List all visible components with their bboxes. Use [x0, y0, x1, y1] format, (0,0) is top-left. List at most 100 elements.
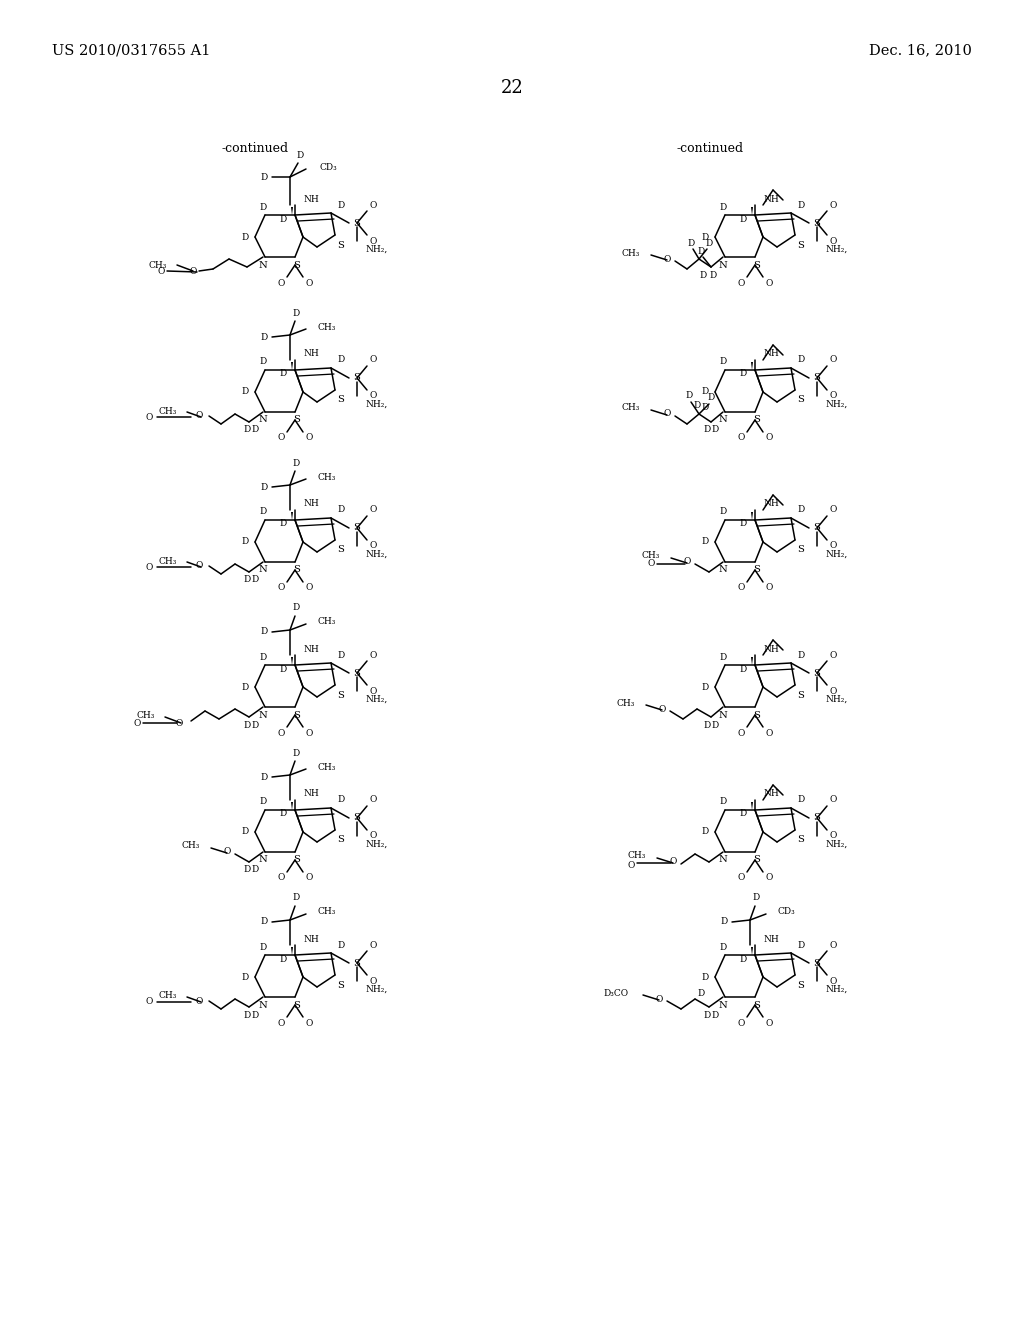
Text: D: D [710, 271, 717, 280]
Text: D: D [293, 458, 300, 467]
Text: O: O [370, 236, 377, 246]
Text: D: D [703, 721, 711, 730]
Text: D: D [701, 828, 709, 837]
Text: D: D [251, 721, 259, 730]
Text: D: D [712, 1011, 719, 1019]
Text: D: D [798, 506, 805, 515]
Text: D: D [260, 772, 267, 781]
Text: D: D [259, 797, 266, 807]
Polygon shape [751, 362, 753, 370]
Text: O: O [370, 686, 377, 696]
Text: S: S [338, 545, 344, 554]
Text: CH₃: CH₃ [159, 407, 177, 416]
Polygon shape [291, 803, 293, 810]
Text: NH: NH [303, 644, 318, 653]
Text: D: D [259, 202, 266, 211]
Text: O: O [278, 433, 285, 442]
Text: O: O [305, 583, 312, 593]
Text: O: O [737, 583, 744, 593]
Text: N: N [259, 1001, 267, 1010]
Text: O: O [829, 940, 837, 949]
Text: D: D [242, 682, 249, 692]
Text: D: D [798, 940, 805, 949]
Text: D: D [701, 973, 709, 982]
Text: O: O [370, 977, 377, 986]
Text: D: D [720, 202, 727, 211]
Text: O: O [305, 279, 312, 288]
Text: O: O [223, 847, 230, 857]
Polygon shape [291, 362, 293, 370]
Text: NH: NH [763, 194, 778, 203]
Text: N: N [719, 710, 727, 719]
Text: O: O [829, 392, 837, 400]
Text: D: D [259, 942, 266, 952]
Text: CH₃: CH₃ [159, 557, 177, 565]
Text: CD₃: CD₃ [319, 162, 338, 172]
Text: O: O [278, 729, 285, 738]
Text: O: O [628, 862, 635, 870]
Text: D: D [259, 507, 266, 516]
Text: N: N [259, 855, 267, 865]
Text: NH₂,: NH₂, [365, 549, 387, 558]
Text: N: N [719, 416, 727, 425]
Text: D: D [798, 796, 805, 804]
Text: D: D [701, 232, 709, 242]
Polygon shape [291, 657, 293, 665]
Text: S: S [813, 813, 820, 822]
Text: D: D [244, 866, 251, 874]
Text: O: O [145, 998, 153, 1006]
Text: D: D [293, 894, 300, 903]
Text: O: O [829, 236, 837, 246]
Text: N: N [719, 1001, 727, 1010]
Text: O: O [145, 412, 153, 421]
Text: S: S [813, 668, 820, 677]
Text: S: S [754, 1001, 761, 1010]
Text: O: O [370, 355, 377, 364]
Text: S: S [754, 855, 761, 865]
Text: S: S [338, 396, 344, 404]
Text: O: O [370, 392, 377, 400]
Text: D: D [242, 232, 249, 242]
Text: O: O [829, 651, 837, 660]
Text: D: D [242, 537, 249, 546]
Text: O: O [829, 355, 837, 364]
Text: S: S [813, 524, 820, 532]
Text: NH: NH [763, 935, 778, 944]
Text: O: O [829, 541, 837, 550]
Text: D: D [337, 355, 345, 364]
Text: S: S [353, 813, 360, 822]
Text: D: D [244, 425, 251, 434]
Text: D: D [280, 954, 287, 964]
Text: O: O [765, 279, 773, 288]
Text: S: S [338, 690, 344, 700]
Text: D: D [280, 664, 287, 673]
Text: S: S [294, 710, 300, 719]
Text: S: S [338, 981, 344, 990]
Text: Dec. 16, 2010: Dec. 16, 2010 [869, 44, 972, 57]
Text: D: D [706, 239, 713, 248]
Text: O: O [829, 796, 837, 804]
Text: D: D [712, 425, 719, 434]
Text: D: D [242, 388, 249, 396]
Text: NH: NH [763, 789, 778, 799]
Text: D: D [337, 506, 345, 515]
Text: D: D [701, 388, 709, 396]
Text: O: O [670, 858, 677, 866]
Polygon shape [291, 512, 293, 520]
Text: D: D [293, 309, 300, 318]
Text: O: O [196, 412, 203, 421]
Text: S: S [813, 374, 820, 383]
Text: D: D [753, 894, 760, 903]
Text: O: O [370, 201, 377, 210]
Text: D: D [720, 942, 727, 952]
Text: CH₃: CH₃ [148, 260, 167, 269]
Text: S: S [338, 240, 344, 249]
Text: D: D [293, 748, 300, 758]
Text: O: O [370, 796, 377, 804]
Text: D₃CO: D₃CO [604, 989, 629, 998]
Text: D: D [701, 404, 709, 412]
Text: CH₃: CH₃ [318, 618, 336, 627]
Text: D: D [685, 392, 692, 400]
Text: D: D [739, 809, 746, 818]
Polygon shape [751, 207, 753, 215]
